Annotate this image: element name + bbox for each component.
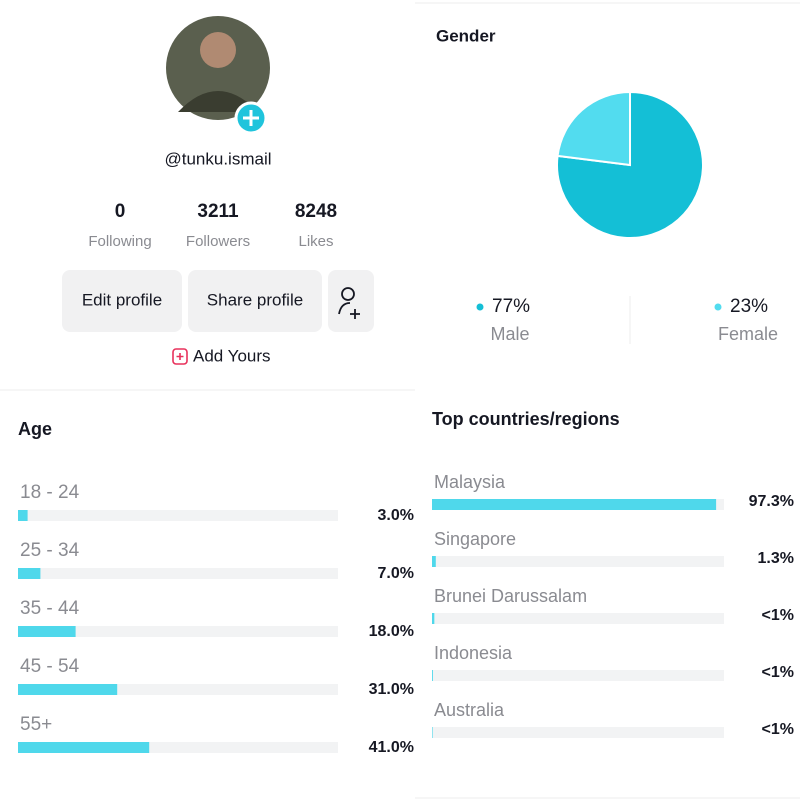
bar-label: 45 - 54 (20, 656, 80, 677)
bar-label: 35 - 44 (20, 598, 80, 619)
edit-profile-button[interactable] (62, 270, 182, 332)
legend-label: Female (718, 324, 778, 344)
button-label: Share profile (207, 290, 303, 309)
bar-track (18, 684, 338, 695)
value-label: 41.0% (369, 739, 414, 756)
button-label: Edit profile (82, 290, 162, 309)
stat-label: Likes (298, 233, 333, 250)
bar-label: Singapore (434, 529, 516, 549)
bar (18, 568, 41, 579)
pie-slice (556, 90, 631, 167)
value-label: 3.0% (378, 507, 414, 524)
value-label: 97.3% (749, 493, 794, 510)
bar-label: Brunei Darussalam (434, 586, 587, 606)
bar-track (18, 510, 338, 521)
legend-value: 23% (730, 296, 768, 317)
bar-track (18, 742, 338, 753)
value-label: 7.0% (378, 565, 414, 582)
value-label: <1% (762, 664, 794, 681)
value-label: 1.3% (758, 550, 794, 567)
value-label: <1% (762, 607, 794, 624)
legend-dot (714, 303, 722, 311)
bar-track (18, 568, 338, 579)
add-yours[interactable]: Add Yours (193, 346, 271, 365)
bar-label: 18 - 24 (20, 482, 80, 503)
stat-value: 8248 (295, 201, 337, 222)
bar-label: Australia (434, 700, 505, 720)
bar-label: 55+ (20, 714, 52, 735)
value-label: <1% (762, 721, 794, 738)
bar-track (18, 626, 338, 637)
avatar-face (200, 32, 236, 68)
bar (432, 727, 433, 738)
legend-value: 77% (492, 296, 530, 317)
stat-label: Following (88, 233, 151, 250)
bar (18, 684, 118, 695)
chart-title: Gender (436, 26, 496, 45)
add-yours-icon (176, 353, 184, 360)
bar-track (432, 727, 724, 738)
legend-label: Male (490, 324, 529, 344)
bar-label: Malaysia (434, 472, 506, 492)
stat-label: Followers (186, 233, 250, 250)
bar-track (432, 613, 724, 624)
value-label: 18.0% (369, 623, 414, 640)
bar (18, 742, 150, 753)
add-friend-button[interactable] (328, 270, 374, 332)
bar-track (432, 556, 724, 567)
bar (18, 626, 76, 637)
avatar-body (178, 91, 258, 112)
bar (432, 670, 433, 681)
stat-value: 3211 (197, 201, 239, 222)
chart-title: Top countries/regions (432, 409, 620, 429)
bar (432, 499, 717, 510)
bar-label: Indonesia (434, 643, 513, 663)
bar (432, 556, 436, 567)
bar-label: 25 - 34 (20, 540, 80, 561)
plus-icon (243, 110, 259, 126)
add-yours-icon (172, 348, 188, 365)
person-icon (341, 287, 355, 301)
bar-track (432, 670, 724, 681)
profile: @tunku.ismail 0 Following 3211 Followers… (62, 16, 374, 365)
bar (432, 613, 435, 624)
person-icon (338, 302, 360, 319)
handle: @tunku.ismail (164, 149, 271, 168)
value-label: 31.0% (369, 681, 414, 698)
stat-value: 0 (115, 201, 126, 222)
bar (18, 510, 28, 521)
chart-title: Age (18, 419, 52, 439)
legend-dot (476, 303, 484, 311)
share-profile-button[interactable] (188, 270, 322, 332)
